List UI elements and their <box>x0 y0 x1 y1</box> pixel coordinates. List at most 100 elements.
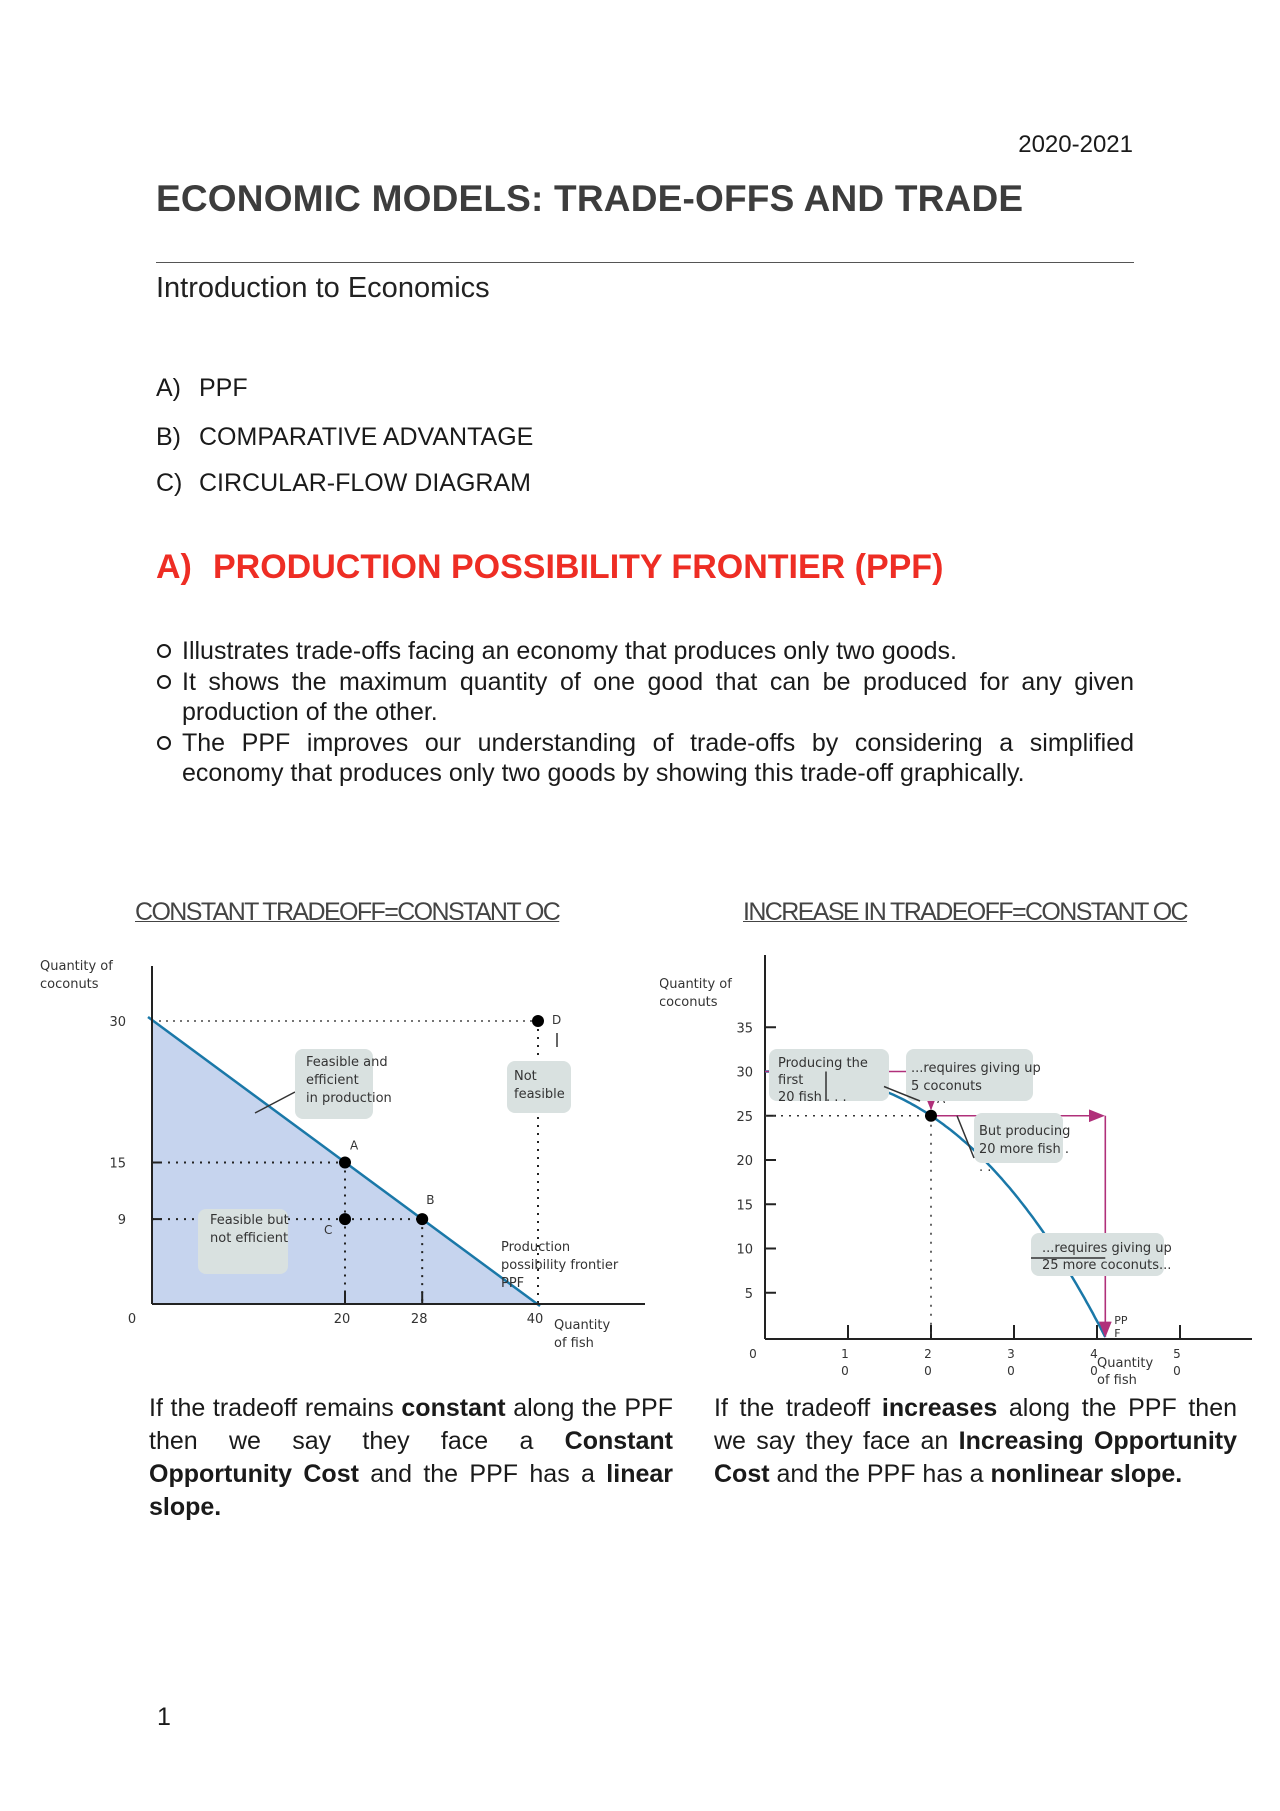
x-tick-label: 40 <box>527 1312 544 1327</box>
callout-20-more-fish: But producing <box>979 1124 1070 1139</box>
x-tick-label: 28 <box>411 1312 428 1327</box>
text: along the PPF then we say they face a <box>149 1394 673 1455</box>
y-tick-label: 25 <box>736 1110 753 1125</box>
x-tick-label: 0 <box>749 1347 757 1361</box>
point-d <box>532 1015 544 1027</box>
toc-letter: C) <box>156 469 183 497</box>
section-letter: A) <box>156 548 192 586</box>
emphasis: Increasing Opportunity Cost <box>714 1427 1237 1488</box>
point-label: B <box>426 1193 434 1207</box>
x-tick-label: 4 <box>1090 1347 1098 1361</box>
text: If the tradeoff remains <box>149 1394 402 1422</box>
x-tick-label: 0 <box>1090 1364 1098 1378</box>
callout-first-20-fish: 20 fish . . . <box>778 1090 847 1105</box>
point-b <box>416 1213 429 1226</box>
bullet-list: Illustrates trade-offs facing an economy… <box>156 636 1134 789</box>
bullet-item: The PPF improves our understanding of tr… <box>156 728 1134 789</box>
point-a <box>339 1156 351 1169</box>
ppf-label: PPF <box>501 1276 524 1291</box>
toc-label: PPF <box>199 374 248 402</box>
point-label: D <box>552 1013 561 1027</box>
course-subtitle: Introduction to Economics <box>156 272 490 304</box>
toc-item-circular-flow: C) CIRCULAR-FLOW DIAGRAM <box>156 469 531 498</box>
section-title: PRODUCTION POSSIBILITY FRONTIER (PPF) <box>213 548 944 586</box>
y-tick-label: 30 <box>736 1066 753 1081</box>
constant-oc-ppf-chart: 30 15 9 0 20 28 40 Quantity of coconuts Quantity o… <box>40 959 645 1350</box>
y-axis-label: coconuts <box>660 995 718 1010</box>
circle-bullet-icon <box>157 735 171 750</box>
callout-efficient: Feasible and <box>306 1055 388 1070</box>
y-tick-label: 9 <box>118 1213 126 1228</box>
x-tick-label: 0 <box>1173 1364 1181 1378</box>
callout-not-feasible: feasible <box>514 1087 565 1102</box>
bullet-item: Illustrates trade-offs facing an economy… <box>156 636 1134 667</box>
x-axis-label: Quantity <box>554 1318 610 1333</box>
y-axis-label: coconuts <box>40 977 99 992</box>
callout-25-coconuts: ...requires giving up <box>1042 1241 1172 1256</box>
x-axis-label: of fish <box>554 1336 594 1350</box>
ppf-curve-label: F <box>1114 1327 1120 1340</box>
right-chart-caption: INCREASE IN TRADEOFF=CONSTANT OC <box>743 898 1189 926</box>
text: along the PPF then we say they face an <box>714 1394 1238 1455</box>
circle-bullet-icon <box>157 674 171 689</box>
section-heading: A) PRODUCTION POSSIBILITY FRONTIER (PPF) <box>156 548 943 587</box>
toc-label: CIRCULAR-FLOW DIAGRAM <box>199 469 531 497</box>
point-c <box>339 1213 351 1226</box>
callout-efficient: efficient <box>306 1073 359 1088</box>
y-tick-label: 30 <box>109 1015 126 1030</box>
callout-leader <box>254 1091 296 1114</box>
callout-box <box>295 1049 373 1119</box>
point-label: A <box>350 1139 359 1153</box>
x-axis-label: of fish <box>1097 1373 1137 1388</box>
callout-leader <box>883 1085 921 1102</box>
ppf-label: Production <box>501 1240 570 1255</box>
callout-leader <box>956 1115 975 1159</box>
x-tick-label: 1 <box>841 1347 849 1361</box>
text: If the tradeoff <box>714 1394 882 1422</box>
ppf-curve-label: PP <box>1114 1314 1128 1327</box>
emphasis: increases <box>881 1394 998 1422</box>
left-explanation: If the tradeoff remains constant along t… <box>149 1392 673 1524</box>
toc-item-comparative-advantage: B) COMPARATIVE ADVANTAGE <box>156 423 533 452</box>
y-tick-label: 15 <box>109 1157 126 1172</box>
point-a <box>925 1109 937 1122</box>
callout-box <box>769 1049 889 1101</box>
left-chart-caption: CONSTANT TRADEOFF=CONSTANT OC <box>135 898 561 926</box>
x-tick-label: 0 <box>841 1364 849 1378</box>
callout-box <box>906 1049 1033 1101</box>
callout-first-20-fish: Producing the <box>778 1056 868 1071</box>
emphasis: linear slope. <box>149 1460 673 1521</box>
x-tick-label: 20 <box>334 1312 351 1327</box>
x-tick-label: 0 <box>128 1312 136 1327</box>
x-axis-label: Quantity <box>1097 1356 1153 1371</box>
bullet-item: It shows the maximum quantity of one goo… <box>156 667 1134 728</box>
callout-box <box>198 1209 288 1274</box>
y-tick-label: 15 <box>736 1198 753 1213</box>
text: and the PPF has a <box>358 1460 607 1488</box>
y-tick-label: 35 <box>736 1021 753 1036</box>
bullet-text: It shows the maximum quantity of one goo… <box>182 667 1134 727</box>
point-label: C <box>324 1223 332 1237</box>
callout-box <box>507 1061 571 1113</box>
callout-inefficient: Feasible but <box>210 1213 289 1228</box>
bullet-text: The PPF improves our understanding of tr… <box>182 728 1134 788</box>
page-title: ECONOMIC MODELS: TRADE-OFFS AND TRADE <box>156 178 1024 219</box>
emphasis: nonlinear slope. <box>990 1460 1183 1488</box>
callout-first-20-fish: first <box>778 1073 803 1088</box>
y-tick-label: 10 <box>736 1243 753 1258</box>
callout-box <box>1031 1233 1164 1276</box>
y-axis-label: Quantity of <box>40 959 113 974</box>
toc-item-ppf: A) PPF <box>156 374 248 403</box>
ppf-curve <box>765 1070 1107 1338</box>
x-tick-label: 2 <box>924 1347 932 1361</box>
right-explanation: If the tradeoff increases along the PPF … <box>714 1392 1237 1491</box>
bullet-text: Illustrates trade-offs facing an economy… <box>182 637 957 665</box>
callout-inefficient: not efficient <box>210 1231 288 1246</box>
y-tick-label: 20 <box>736 1154 753 1169</box>
x-tick-label: 0 <box>1007 1364 1015 1378</box>
toc-label: COMPARATIVE ADVANTAGE <box>199 423 534 451</box>
callout-box <box>974 1113 1063 1163</box>
callout-20-more-fish: . . <box>979 1160 991 1175</box>
y-axis-label: Quantity of <box>660 977 732 992</box>
